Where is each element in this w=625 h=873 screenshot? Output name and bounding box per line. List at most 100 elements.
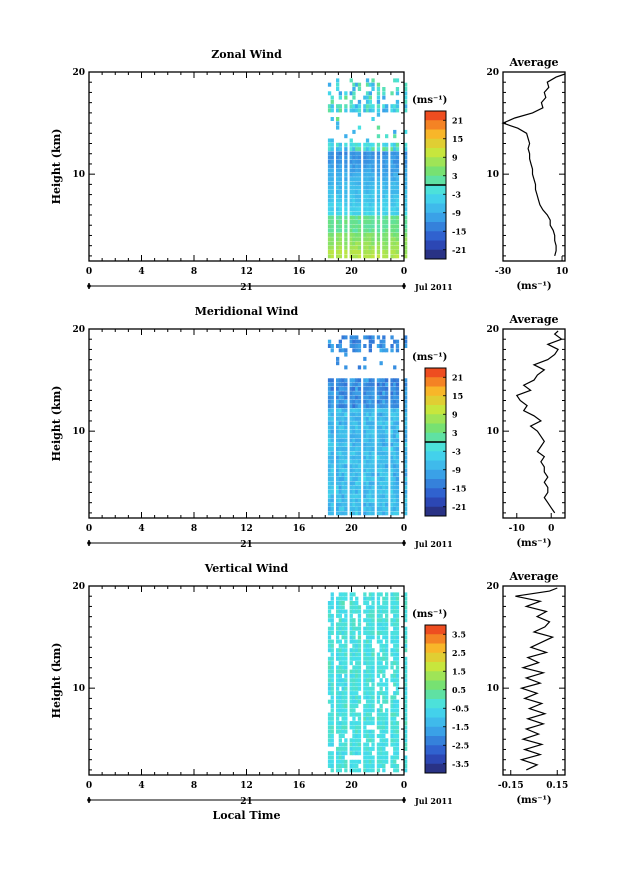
heatmap-cell [371,211,375,216]
heatmap-cell [368,507,372,511]
heatmap-cell [327,618,332,623]
heatmap-cell [341,507,345,511]
heatmap-cell [352,652,356,657]
heatmap-cell [404,695,408,700]
heatmap-cell [393,404,397,409]
heatmap-cell [338,95,342,100]
heatmap-cell [349,151,353,156]
heatmap-cell [344,712,348,717]
heatmap-cell [404,412,408,417]
heatmap-cell [327,631,332,635]
heatmap-cell [327,142,332,147]
heatmap-cell [330,391,334,396]
heatmap-cell [371,691,375,696]
heatmap-cell [336,708,340,713]
heatmap-cell [336,626,340,631]
heatmap-cell [382,108,386,113]
heatmap-cell [330,716,334,721]
heatmap-cell [355,601,359,605]
heatmap-cell [382,759,386,764]
heatmap-cell [385,425,389,430]
heatmap-cell [338,721,342,726]
heatmap-cell [404,708,408,713]
heatmap-cell [404,511,408,516]
heatmap-cell [404,734,408,738]
heatmap-cell [349,198,353,203]
heatmap-cell [344,669,348,674]
heatmap-cell [376,211,381,216]
heatmap-cell [330,592,334,597]
heatmap-cell [404,202,408,207]
heatmap-cell [376,185,381,190]
heatmap-cell [382,665,386,670]
heatmap-cell [330,220,334,224]
heatmap-cell [395,159,400,164]
heatmap-cell [363,241,367,246]
heatmap-cell [330,164,334,169]
heatmap-cell [379,618,383,623]
heatmap-cell [363,159,367,164]
x-tick-label: 16 [293,781,306,791]
heatmap-cell [338,498,342,503]
heatmap-cell [327,459,332,464]
heatmap-cell [363,344,367,348]
heatmap-cell [357,656,362,661]
heatmap-cell [365,507,370,511]
heatmap-cell [382,468,386,473]
heatmap-cell [385,172,389,177]
heatmap-cell [382,742,386,747]
heatmap-cell [352,725,356,730]
heatmap-cell [376,142,381,147]
heatmap-cell [355,245,359,250]
heatmap-cell [344,155,348,160]
heatmap-cell [395,481,400,486]
heatmap-cell [336,361,340,366]
heatmap-cell [385,596,389,601]
heatmap-cell [368,429,372,434]
heatmap-cell [390,425,394,430]
heatmap-cell [352,635,356,640]
heatmap-cell [336,404,340,409]
heatmap-cell [336,468,340,473]
heatmap-cell [371,147,375,152]
heatmap-cell [338,605,342,610]
heatmap-cell [376,168,381,173]
heatmap-cell [404,95,408,100]
heatmap-cell [327,464,332,469]
heatmap-cell [404,764,408,768]
heatmap-cell [357,673,362,678]
colorbar-band [425,442,446,452]
heatmap-cell [357,198,362,203]
heatmap-cell [336,507,340,511]
heatmap-cell [385,605,389,610]
heatmap-cell [379,708,383,713]
heatmap-cell [382,232,386,237]
heatmap-cell [357,344,362,348]
heatmap-cell [327,699,332,704]
heatmap-cell [357,190,362,194]
heatmap-cell [368,254,372,259]
heatmap-cell [352,656,356,661]
heatmap-cell [390,241,394,246]
date-bar-marker [87,284,91,288]
heatmap-cell [382,254,386,259]
heatmap-cell [355,507,359,511]
heatmap-cell [404,631,408,635]
heatmap-cell [363,673,367,678]
heatmap-cell [344,477,348,481]
heatmap-cell [341,626,345,631]
heatmap-cell [344,190,348,194]
heatmap-cell [395,190,400,194]
heatmap-cell [382,429,386,434]
heatmap-cell [355,442,359,447]
heatmap-cell [327,207,332,212]
heatmap-cell [341,468,345,473]
heatmap-cell [336,665,340,670]
heatmap-cell [376,746,381,751]
heatmap-cell [338,177,342,182]
heatmap-cell [393,704,397,708]
heatmap-cell [395,344,400,348]
heatmap-cell [376,447,381,451]
heatmap-cell [355,661,359,666]
